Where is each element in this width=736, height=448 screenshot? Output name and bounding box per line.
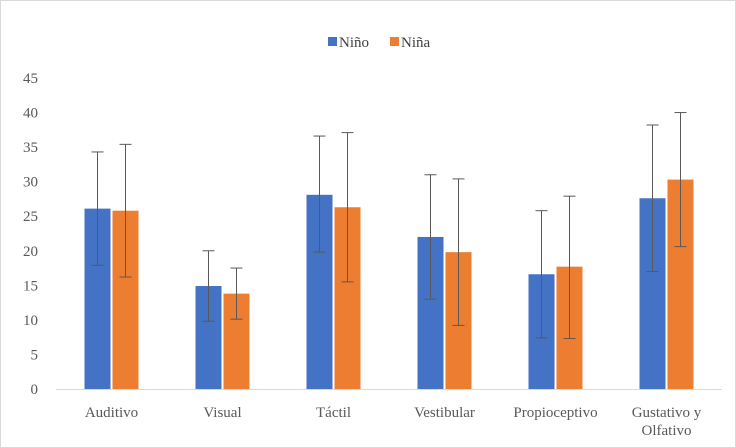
y-tick-label: 25 [23, 209, 38, 225]
y-tick-label: 45 [23, 71, 38, 87]
legend-label-nino: Niño [339, 35, 369, 51]
x-category-label: Propioceptivo [513, 405, 597, 421]
y-tick-label: 35 [23, 140, 38, 156]
y-tick-label: 10 [23, 313, 38, 329]
legend-swatch-nino [328, 37, 337, 46]
y-tick-label: 20 [23, 244, 38, 260]
legend-swatch-nina [390, 37, 399, 46]
x-category-label: Visual [203, 405, 241, 421]
x-category-label: Auditivo [85, 405, 138, 421]
x-category-label: Gustativo y [632, 405, 702, 421]
x-category-label: Táctil [316, 405, 351, 421]
y-tick-label: 40 [23, 106, 38, 122]
y-tick-label: 0 [31, 382, 39, 398]
x-category-label: Olfativo [642, 423, 692, 439]
y-tick-label: 15 [23, 278, 38, 294]
legend-label-nina: Niña [401, 35, 431, 51]
y-tick-label: 5 [31, 347, 39, 363]
x-category-label: Vestibular [414, 405, 475, 421]
y-tick-label: 30 [23, 175, 38, 191]
